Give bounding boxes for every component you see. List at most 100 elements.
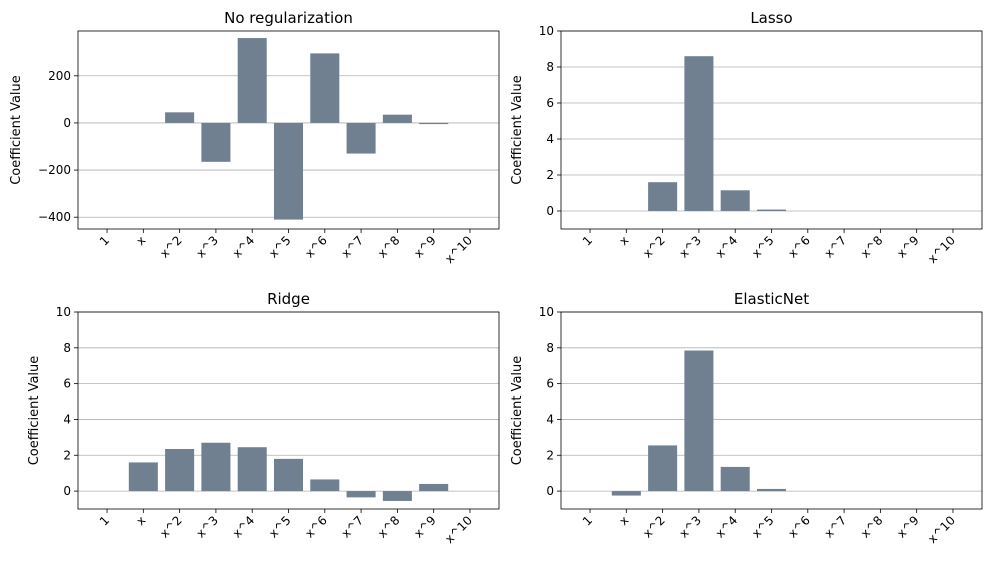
x-tick-label: x [617, 513, 632, 528]
y-tick-label: 6 [546, 377, 554, 391]
bar [720, 466, 750, 492]
bar [346, 122, 376, 154]
y-tick-label: 0 [63, 484, 71, 498]
bar [273, 458, 304, 492]
x-tick-label: x^8 [858, 233, 885, 260]
bar [419, 122, 449, 125]
y-tick-label: 0 [63, 116, 71, 130]
y-tick-label: 2 [546, 168, 554, 182]
y-axis-label: Coefficient Value [510, 356, 525, 466]
x-tick-label: x^6 [302, 513, 329, 540]
bar [237, 38, 267, 123]
chart-ridge: 0 2 4 6 8 10 1 x x^2 x^3 x^4 x^5 x^6 x^7 x^8 x^9 x^10 Rid… [27, 290, 500, 546]
x-tick-label: 1 [97, 233, 112, 248]
chart-title: Lasso [750, 9, 792, 27]
x-tick-label: x^2 [157, 233, 184, 260]
bar [684, 350, 714, 492]
chart-title: No regularization [224, 9, 353, 27]
bar [273, 122, 304, 220]
bar [382, 114, 412, 123]
chart-no-regularization: 200 0 −200 −400 1 x x^2 x^3 x^4 x^5 x^6 x^7 x^8 x^9 x^… [9, 9, 500, 266]
y-tick-label: 2 [546, 448, 554, 462]
x-tick-label: 1 [580, 513, 595, 528]
x-tick-label: x^8 [858, 513, 885, 540]
x-tick-label: x^7 [822, 513, 849, 540]
x-tick-label: x^3 [677, 513, 704, 540]
x-tick-label: x [134, 233, 149, 248]
y-axis-label: Coefficient Value [9, 75, 24, 185]
x-tick-label: x^4 [230, 233, 257, 260]
x-tick-label: x^9 [411, 233, 438, 260]
x-tick-label: x^3 [677, 233, 704, 260]
y-tick-label: 8 [546, 341, 554, 355]
x-tick-label: x^6 [302, 233, 329, 260]
x-tick-label: x^7 [339, 233, 366, 260]
y-tick-label: 0 [546, 484, 554, 498]
x-tick-label: x^7 [822, 233, 849, 260]
x-tick-label: 1 [97, 513, 112, 528]
x-tick-label: x^5 [749, 513, 776, 540]
y-tick-label: −400 [38, 210, 71, 224]
x-tick-label: x^2 [157, 513, 184, 540]
y-tick-label: 2 [63, 448, 71, 462]
x-tick-label: x^4 [713, 233, 740, 260]
axes-frame [560, 30, 983, 230]
bar [756, 209, 787, 211]
bar [756, 488, 787, 492]
bar [611, 491, 641, 496]
bar [382, 491, 412, 501]
bar [165, 112, 195, 123]
chart-title: ElasticNet [734, 290, 809, 308]
x-tick-label: x^4 [230, 513, 257, 540]
y-tick-label: 10 [539, 305, 554, 319]
bar [128, 462, 158, 492]
y-tick-label: 6 [546, 96, 554, 110]
y-tick-label: 10 [56, 305, 71, 319]
bar [201, 442, 231, 492]
y-tick-label: 4 [546, 132, 554, 146]
y-tick-label: 6 [63, 377, 71, 391]
x-tick-label: 1 [580, 233, 595, 248]
bar [684, 56, 714, 212]
x-tick-label: x^9 [411, 513, 438, 540]
bar [237, 447, 267, 492]
x-tick-label: x^5 [749, 233, 776, 260]
bar [165, 449, 195, 492]
bar [419, 483, 449, 492]
bar [310, 53, 340, 123]
x-tick-label: x^10 [925, 513, 958, 546]
x-tick-label: x^8 [375, 513, 402, 540]
y-tick-label: 4 [63, 412, 71, 426]
x-tick-label: x^8 [375, 233, 402, 260]
x-tick-label: x^2 [640, 233, 667, 260]
chart-title: Ridge [267, 290, 310, 308]
x-tick-label: x [134, 513, 149, 528]
chart-elasticnet: 0 2 4 6 8 10 1 x x^2 x^3 x^4 x^5 x^6 x^7 x^8 x^9 x^10 Ela… [510, 290, 983, 546]
x-tick-label: x^3 [194, 233, 221, 260]
x-tick-label: x^9 [894, 513, 921, 540]
bar [310, 479, 340, 492]
bar [720, 190, 750, 211]
x-tick-label: x^2 [640, 513, 667, 540]
y-tick-label: 4 [546, 412, 554, 426]
chart-lasso: 0 2 4 6 8 10 1 x x^2 x^3 x^4 x^5 x^6 x^7 x^8 x^9 x^10 Las… [510, 9, 983, 266]
bar [648, 182, 678, 211]
y-tick-label: 10 [539, 24, 554, 38]
x-tick-label: x^5 [266, 233, 293, 260]
x-tick-label: x^9 [894, 233, 921, 260]
bar [346, 491, 376, 498]
x-tick-label: x^10 [925, 233, 958, 266]
x-tick-label: x^10 [442, 233, 475, 266]
x-tick-label: x [617, 233, 632, 248]
x-tick-label: x^6 [785, 233, 812, 260]
axes-frame [560, 311, 983, 510]
y-tick-label: 8 [546, 60, 554, 74]
x-tick-label: x^3 [194, 513, 221, 540]
bar [648, 445, 678, 492]
y-axis-label: Coefficient Value [510, 75, 525, 185]
x-tick-label: x^7 [339, 513, 366, 540]
y-tick-label: −200 [38, 163, 71, 177]
bar [201, 122, 231, 162]
x-tick-label: x^10 [442, 513, 475, 546]
